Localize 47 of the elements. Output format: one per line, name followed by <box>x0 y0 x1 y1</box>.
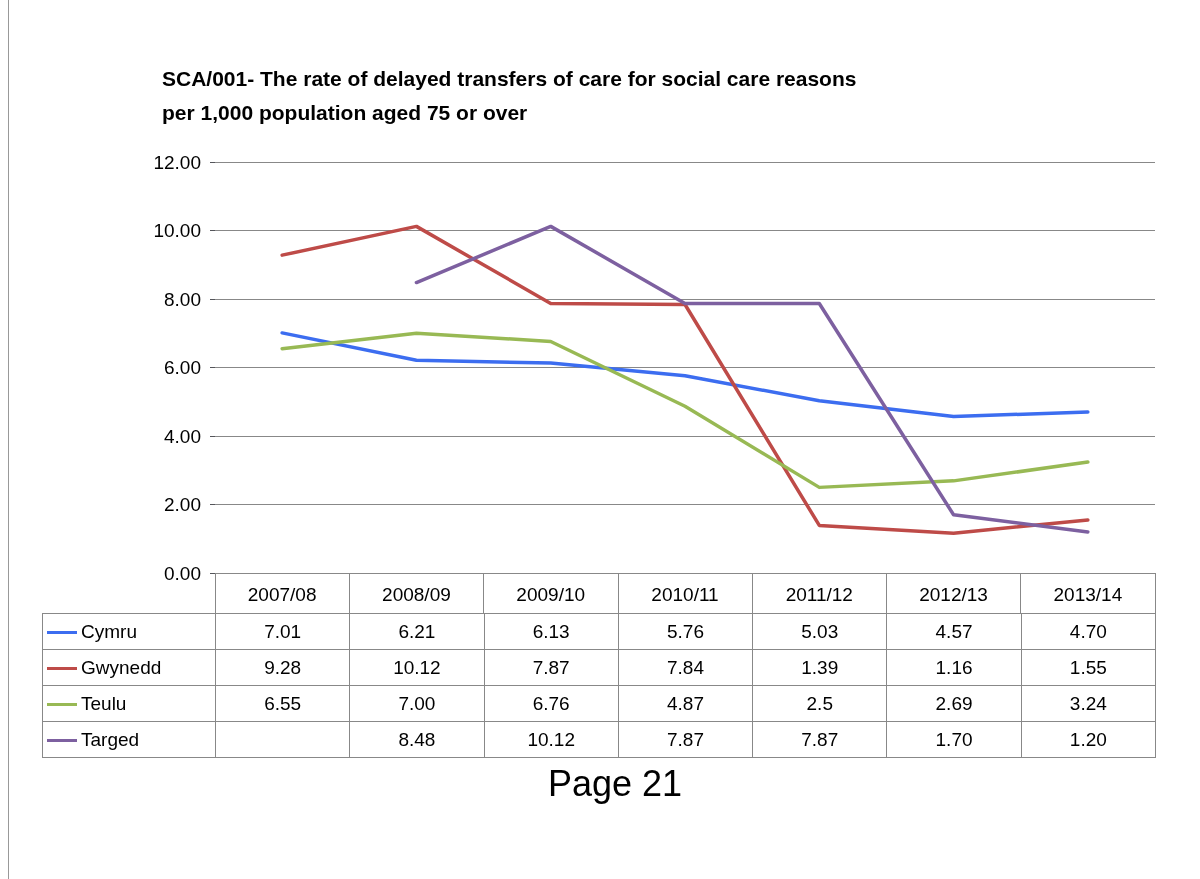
data-label: 5.76 <box>618 613 753 650</box>
data-label: 1.55 <box>1021 649 1156 686</box>
data-label: 2.69 <box>886 685 1022 722</box>
x-tick-label: 2010/11 <box>651 584 719 605</box>
x-tick-label: 2008/09 <box>382 584 451 605</box>
data-label: 7.01 <box>215 613 350 650</box>
legend-label: Targed <box>42 721 216 758</box>
data-label: 2.5 <box>752 685 887 722</box>
data-label: 1.20 <box>1021 721 1156 758</box>
data-label: 6.76 <box>484 685 619 722</box>
data-label: 7.84 <box>618 649 753 686</box>
legend-label: Teulu <box>42 685 216 722</box>
y-tick-label: 2.00 <box>164 494 201 515</box>
data-label: 5.03 <box>752 613 887 650</box>
chart-title: SCA/001- The rate of delayed transfers of care for social care reasons per 1,000 population aged 75 or over <box>162 66 857 126</box>
data-label: 7.00 <box>349 685 485 722</box>
y-tick-label: 12.00 <box>153 151 201 173</box>
data-label: 6.21 <box>349 613 485 650</box>
data-label: 6.55 <box>215 685 350 722</box>
data-label: 4.87 <box>618 685 753 722</box>
data-label: 10.12 <box>484 721 619 758</box>
data-label: 7.87 <box>618 721 753 758</box>
y-tick-label: 0.00 <box>164 562 201 584</box>
x-tick-label: 2009/10 <box>516 584 586 605</box>
data-label: 7.87 <box>752 721 887 758</box>
data-label: 4.70 <box>1021 613 1156 650</box>
text: Page 21 <box>548 763 683 805</box>
x-tick-label: 2007/08 <box>247 584 317 605</box>
x-tick-label: 2011/12 <box>785 584 853 605</box>
data-label: 6.13 <box>484 613 619 650</box>
data-label: 9.28 <box>215 649 350 686</box>
y-tick-label: 6.00 <box>164 357 201 378</box>
y-tick-label: 10.00 <box>153 220 201 241</box>
data-label: 8.48 <box>349 721 485 758</box>
legend-label: Cymru <box>42 613 216 650</box>
data-label: 1.70 <box>886 721 1022 758</box>
legend-label: Gwynedd <box>42 649 216 686</box>
data-label: 7.87 <box>484 649 619 686</box>
data-label: 3.24 <box>1021 685 1156 722</box>
x-tick-label: 2012/13 <box>919 584 988 605</box>
data-label: 10.12 <box>349 649 485 686</box>
data-label: 1.39 <box>752 649 887 686</box>
y-tick-label: 4.00 <box>164 425 201 447</box>
y-tick-label: 8.00 <box>164 288 201 310</box>
data-label: 4.57 <box>886 613 1022 650</box>
data-label: 1.16 <box>886 649 1022 686</box>
x-tick-label: 2013/14 <box>1053 584 1123 605</box>
